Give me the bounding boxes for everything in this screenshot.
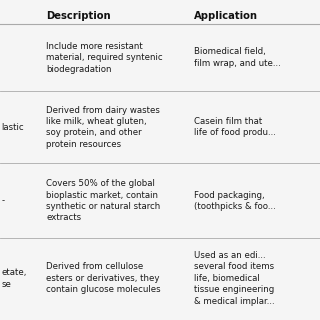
Text: lastic: lastic: [2, 123, 24, 132]
Text: Food packaging,
(toothpicks & foo...: Food packaging, (toothpicks & foo...: [194, 191, 275, 211]
Text: Biomedical field,
film wrap, and ute...: Biomedical field, film wrap, and ute...: [194, 47, 280, 68]
Text: Derived from cellulose
esters or derivatives, they
contain glucose molecules: Derived from cellulose esters or derivat…: [46, 262, 161, 294]
Text: -: -: [2, 196, 5, 205]
Text: Used as an edi...
several food items
life, biomedical
tissue engineering
& medic: Used as an edi... several food items lif…: [194, 251, 274, 306]
Text: Description: Description: [46, 11, 111, 21]
Text: etate,
se: etate, se: [2, 268, 27, 289]
Text: Include more resistant
material, required syntenic
biodegradation: Include more resistant material, require…: [46, 42, 163, 74]
Text: Covers 50% of the global
bioplastic market, contain
synthetic or natural starch
: Covers 50% of the global bioplastic mark…: [46, 179, 161, 222]
Text: Casein film that
life of food produ...: Casein film that life of food produ...: [194, 117, 276, 137]
Text: Application: Application: [194, 11, 258, 21]
Text: Derived from dairy wastes
like milk, wheat gluten,
soy protein, and other
protei: Derived from dairy wastes like milk, whe…: [46, 106, 160, 149]
